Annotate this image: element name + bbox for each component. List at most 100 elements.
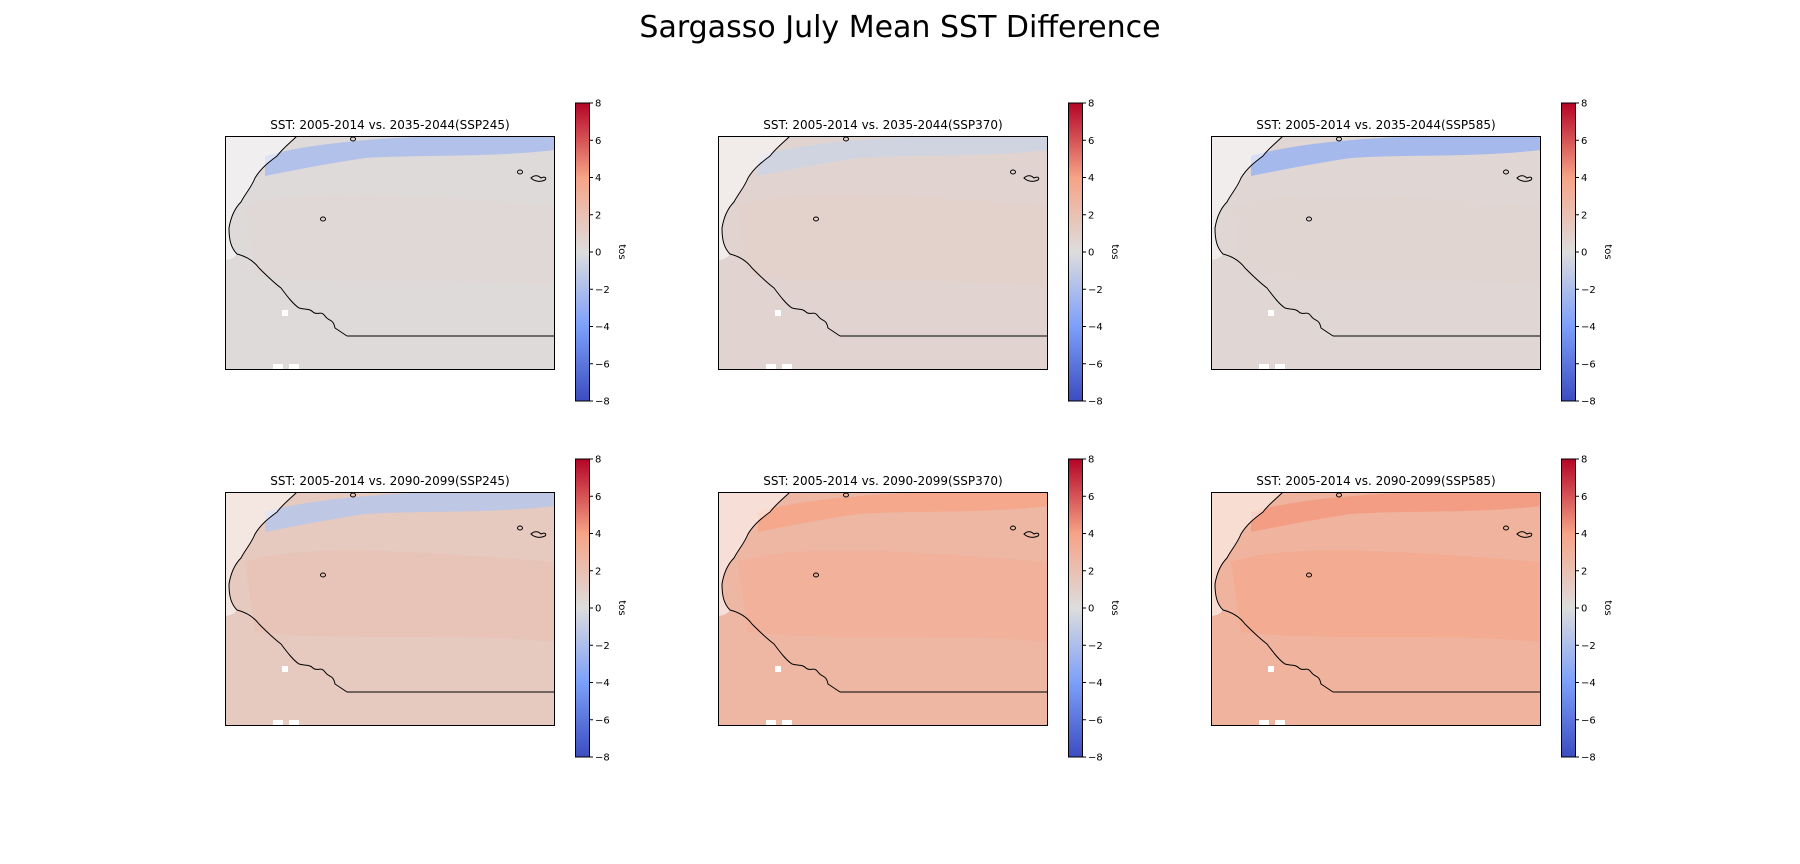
colorbar-tick-label: 2	[595, 210, 601, 221]
colorbar-gradient	[1068, 102, 1083, 402]
colorbar-tick-label: −6	[595, 359, 610, 370]
land-mask	[225, 492, 297, 616]
colorbar-tick-label: −6	[1581, 715, 1596, 726]
sst-difference-map	[718, 492, 1048, 726]
colorbar-gradient	[1561, 102, 1576, 402]
colorbar-tick-label: 4	[595, 529, 601, 540]
map-border	[1211, 492, 1541, 726]
colorbar-tick-label: 6	[1088, 492, 1094, 503]
colorbar-tick-label: 2	[1581, 566, 1587, 577]
warm-core-region	[245, 550, 555, 642]
sst-difference-map	[1211, 492, 1541, 726]
colorbar-label: tos	[1602, 244, 1613, 259]
colorbar: 8 6 4 2 0 −2 −4 −6 −8 tos	[1068, 455, 1128, 764]
missing-data-cell	[273, 364, 283, 370]
map-border	[1211, 136, 1541, 370]
island-outline	[517, 525, 523, 531]
missing-data-cell	[766, 720, 776, 726]
colorbar-label: tos	[1109, 600, 1120, 615]
colorbar-tick-label: 2	[595, 566, 601, 577]
missing-data-cell	[1259, 720, 1269, 726]
colorbar-label: tos	[616, 600, 627, 615]
colorbar-canvas: 8 6 4 2 0 −2 −4 −6 −8 tos	[1561, 455, 1613, 764]
land-mask	[225, 136, 297, 260]
colorbar-tick-label: −4	[1581, 678, 1596, 689]
island-outline	[1023, 531, 1040, 538]
colorbar-tick-label: 0	[1581, 604, 1587, 615]
colorbar-tick-label: 0	[1088, 604, 1094, 615]
island-outline	[517, 169, 523, 175]
island-outline	[813, 572, 819, 578]
colorbar-tick-label: −2	[1088, 285, 1103, 296]
colorbar-tick-label: −8	[1088, 753, 1103, 764]
warm-core-region	[738, 550, 1048, 642]
colorbar-gradient	[1561, 458, 1576, 758]
colorbar-gradient	[575, 458, 590, 758]
map-panel-5: SST: 2005-2014 vs. 2090-2099(SSP370) 8 6 4…	[718, 455, 1138, 788]
land-mask	[1211, 492, 1283, 616]
colorbar-tick-label: 6	[1581, 136, 1587, 147]
colorbar-tick-label: −6	[1088, 715, 1103, 726]
colorbar-tick-label: 2	[1088, 210, 1094, 221]
coastline	[1214, 492, 1541, 693]
map-canvas	[225, 492, 555, 726]
land-mask	[1211, 136, 1283, 260]
island-outline	[1516, 175, 1533, 182]
colorbar-tick-label: −8	[1088, 397, 1103, 408]
map-panel-3: SST: 2005-2014 vs. 2035-2044(SSP585) 8 6 4…	[1211, 99, 1631, 432]
colorbar-canvas: 8 6 4 2 0 −2 −4 −6 −8 tos	[1068, 455, 1120, 764]
island-outline	[1503, 169, 1509, 175]
colorbar-tick-label: 8	[1088, 455, 1094, 466]
panel-title: SST: 2005-2014 vs. 2090-2099(SSP370)	[763, 474, 1003, 488]
colorbar-label: tos	[1109, 244, 1120, 259]
colorbar-tick-label: 8	[595, 455, 601, 466]
warm-core-region	[738, 194, 1048, 286]
colorbar-tick-label: 4	[1581, 173, 1587, 184]
colorbar-tick-label: −8	[1581, 753, 1596, 764]
missing-data-cell	[1268, 666, 1274, 672]
colorbar-tick-label: 6	[595, 136, 601, 147]
colorbar-tick-label: 8	[595, 99, 601, 110]
colorbar-gradient	[1068, 458, 1083, 758]
sst-difference-map	[1211, 136, 1541, 370]
colorbar-tick-label: 2	[1581, 210, 1587, 221]
colorbar-canvas: 8 6 4 2 0 −2 −4 −6 −8 tos	[575, 99, 627, 408]
missing-data-cell	[1275, 364, 1285, 370]
colorbar-tick-label: 6	[1581, 492, 1587, 503]
map-canvas	[1211, 492, 1541, 726]
island-outline	[320, 572, 326, 578]
island-outline	[1516, 531, 1533, 538]
colorbar-tick-label: −4	[1088, 678, 1103, 689]
colorbar-tick-label: 4	[1581, 529, 1587, 540]
north-band-anomaly	[758, 136, 1048, 176]
coastline	[1214, 136, 1541, 337]
sst-difference-map	[225, 492, 555, 726]
land-mask	[718, 492, 790, 616]
colorbar-tick-label: −4	[595, 678, 610, 689]
map-canvas	[225, 136, 555, 370]
warm-core-region	[245, 194, 555, 286]
island-outline	[530, 531, 547, 538]
map-border	[718, 136, 1048, 370]
colorbar-label: tos	[1602, 600, 1613, 615]
colorbar-tick-label: 8	[1088, 99, 1094, 110]
panel-title: SST: 2005-2014 vs. 2035-2044(SSP245)	[270, 118, 510, 132]
map-panel-6: SST: 2005-2014 vs. 2090-2099(SSP585) 8 6 4…	[1211, 455, 1631, 788]
island-outline	[1010, 169, 1016, 175]
island-outline	[813, 216, 819, 222]
island-outline	[1503, 525, 1509, 531]
map-border	[718, 492, 1048, 726]
colorbar-tick-label: −2	[595, 641, 610, 652]
colorbar-tick-label: −8	[595, 753, 610, 764]
colorbar-tick-label: −8	[595, 397, 610, 408]
colorbar-tick-label: −2	[1581, 285, 1596, 296]
map-panel-1: SST: 2005-2014 vs. 2035-2044(SSP245) 8 6 4…	[225, 99, 645, 432]
colorbar-canvas: 8 6 4 2 0 −2 −4 −6 −8 tos	[1068, 99, 1120, 408]
coastline	[228, 136, 555, 337]
missing-data-cell	[775, 666, 781, 672]
colorbar-tick-label: 0	[1581, 248, 1587, 259]
north-band-anomaly	[265, 136, 555, 176]
land-mask	[718, 136, 790, 260]
colorbar-tick-label: 0	[595, 248, 601, 259]
colorbar-tick-label: 2	[1088, 566, 1094, 577]
